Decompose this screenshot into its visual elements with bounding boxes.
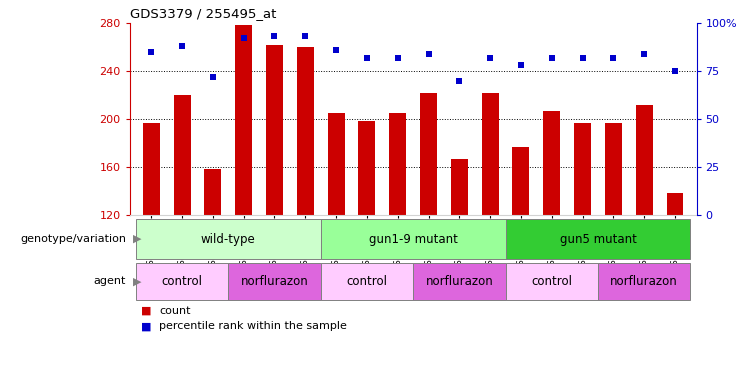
Bar — [235, 25, 252, 215]
Point — [145, 49, 157, 55]
Bar — [505, 263, 598, 300]
Point — [299, 33, 311, 40]
Text: norflurazon: norflurazon — [425, 275, 494, 288]
Bar — [482, 93, 499, 215]
Bar — [205, 169, 222, 215]
Bar — [636, 104, 653, 215]
Bar — [574, 122, 591, 215]
Bar — [598, 263, 691, 300]
Bar — [505, 219, 691, 259]
Text: agent: agent — [93, 276, 126, 286]
Bar — [389, 113, 406, 215]
Point — [422, 51, 434, 57]
Point — [669, 68, 681, 74]
Bar — [136, 263, 228, 300]
Point — [361, 55, 373, 61]
Text: genotype/variation: genotype/variation — [20, 234, 126, 244]
Point — [176, 43, 188, 49]
Bar — [266, 45, 283, 215]
Text: ▶: ▶ — [133, 276, 142, 286]
Bar — [413, 263, 505, 300]
Point — [268, 33, 280, 40]
Text: control: control — [531, 275, 572, 288]
Text: gun5 mutant: gun5 mutant — [559, 233, 637, 245]
Bar — [328, 113, 345, 215]
Text: count: count — [159, 306, 191, 316]
Bar — [543, 111, 560, 215]
Point — [515, 62, 527, 68]
Text: control: control — [346, 275, 388, 288]
Text: control: control — [162, 275, 202, 288]
Bar — [321, 263, 413, 300]
Text: percentile rank within the sample: percentile rank within the sample — [159, 321, 348, 331]
Bar — [513, 147, 529, 215]
Bar — [451, 159, 468, 215]
Bar — [297, 47, 313, 215]
Point — [453, 78, 465, 84]
Bar — [666, 194, 683, 215]
Text: ■: ■ — [141, 306, 151, 316]
Bar — [420, 93, 437, 215]
Point — [576, 55, 588, 61]
Text: norflurazon: norflurazon — [241, 275, 308, 288]
Point — [608, 55, 619, 61]
Bar — [136, 219, 321, 259]
Point — [638, 51, 650, 57]
Bar — [143, 122, 160, 215]
Point — [484, 55, 496, 61]
Bar — [605, 122, 622, 215]
Text: GDS3379 / 255495_at: GDS3379 / 255495_at — [130, 7, 276, 20]
Text: norflurazon: norflurazon — [611, 275, 678, 288]
Bar — [321, 219, 505, 259]
Point — [546, 55, 558, 61]
Bar — [359, 121, 376, 215]
Text: ■: ■ — [141, 321, 151, 331]
Point — [392, 55, 404, 61]
Point — [238, 35, 250, 41]
Text: ▶: ▶ — [133, 234, 142, 244]
Bar — [228, 263, 321, 300]
Bar — [173, 95, 190, 215]
Point — [207, 74, 219, 80]
Text: gun1-9 mutant: gun1-9 mutant — [369, 233, 457, 245]
Text: wild-type: wild-type — [201, 233, 256, 245]
Point — [330, 47, 342, 53]
